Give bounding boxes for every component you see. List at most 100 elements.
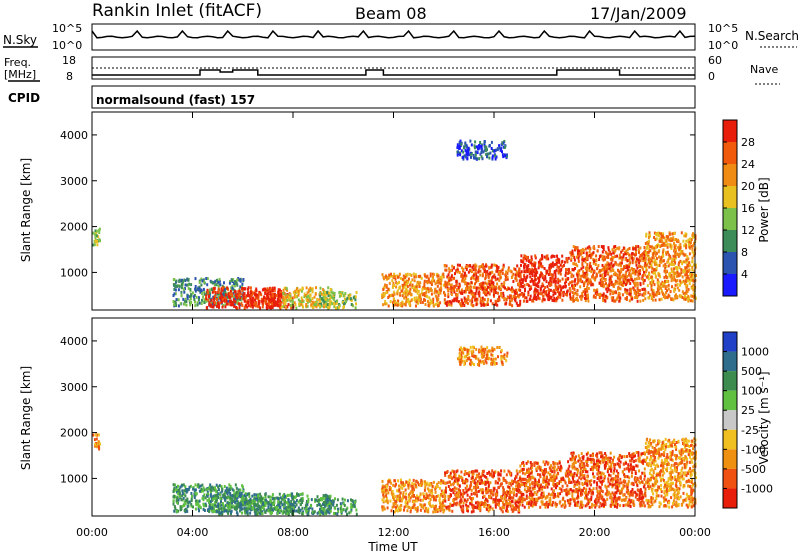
- power-cell: [172, 294, 175, 297]
- velocity-cell: [240, 493, 242, 497]
- power-cell: [571, 291, 574, 295]
- power-cell: [318, 304, 321, 308]
- power-cell: [511, 304, 514, 308]
- power-cell: [453, 290, 456, 294]
- power-cell: [619, 261, 622, 265]
- power-cell: [584, 290, 587, 294]
- power-cell: [255, 287, 258, 291]
- power-cell: [469, 287, 472, 290]
- power-cell: [235, 305, 237, 309]
- power-cell: [583, 271, 586, 275]
- velocity-cell: [327, 498, 330, 501]
- power-cell: [580, 274, 583, 278]
- velocity-cell: [227, 505, 230, 509]
- power-cell: [653, 262, 656, 266]
- power-cell: [428, 296, 431, 300]
- power-cell: [258, 301, 260, 305]
- power-cell: [457, 300, 460, 304]
- power-cell: [610, 283, 613, 287]
- power-cell: [533, 275, 536, 279]
- power-cell: [200, 283, 203, 287]
- velocity-cell: [220, 503, 223, 507]
- power-cell: [312, 302, 315, 306]
- power-cell: [654, 245, 657, 249]
- power-cell: [450, 278, 453, 282]
- velocity-cell: [318, 510, 321, 514]
- power-cell: [565, 280, 568, 284]
- velocity-cell: [244, 498, 247, 502]
- power-cell: [311, 300, 314, 304]
- power-cell: [500, 269, 503, 273]
- power-cell: [588, 246, 591, 250]
- velocity-cell: [229, 492, 232, 495]
- power-cell: [202, 295, 205, 299]
- velocity-cell: [245, 497, 248, 501]
- cpid-mode-text: normalsound (fast) 157: [96, 93, 255, 107]
- power-cell: [535, 270, 538, 274]
- velocity-cell: [98, 444, 100, 448]
- velocity-cell: [402, 493, 405, 497]
- power-cell: [203, 280, 206, 284]
- power-cell: [384, 302, 387, 306]
- power-cell: [577, 272, 580, 276]
- power-cell: [655, 257, 658, 261]
- velocity-cell: [253, 502, 256, 506]
- power-cell: [326, 291, 329, 294]
- power-cell: [544, 277, 547, 281]
- power-cell: [233, 280, 236, 284]
- velocity-cell: [289, 493, 292, 497]
- power-cell: [682, 252, 685, 256]
- power-cell: [518, 279, 521, 283]
- power-cell: [684, 260, 687, 264]
- power-cell: [333, 292, 336, 295]
- power-cell: [401, 304, 404, 308]
- power-cell: [653, 246, 656, 250]
- power-cell: [522, 260, 525, 264]
- velocity-cell: [419, 492, 422, 496]
- power-cell: [671, 258, 674, 261]
- power-cell: [284, 302, 287, 306]
- velocity-cell: [199, 484, 202, 488]
- power-cell: [437, 278, 440, 281]
- velocity-cell: [306, 494, 309, 498]
- power-cell: [245, 304, 248, 308]
- power-cell: [307, 298, 310, 302]
- power-cell: [529, 269, 532, 273]
- velocity-cell: [286, 511, 289, 515]
- power-cell: [269, 305, 272, 309]
- power-cell: [570, 257, 573, 261]
- power-cell: [474, 265, 477, 269]
- power-cell: [624, 283, 627, 287]
- velocity-cell: [231, 494, 234, 498]
- power-cell: [452, 287, 455, 291]
- power-cell: [464, 271, 466, 275]
- power-cell: [484, 145, 487, 148]
- power-cell: [570, 251, 573, 255]
- power-cell: [602, 258, 605, 262]
- power-cell: [205, 294, 208, 298]
- power-cell: [580, 251, 583, 255]
- power-cell: [632, 247, 635, 251]
- power-cell: [220, 288, 223, 292]
- power-cell: [313, 295, 316, 299]
- power-cell: [458, 141, 461, 145]
- velocity-cell: [172, 502, 175, 506]
- velocity-cell: [295, 509, 298, 513]
- power-cell: [493, 285, 496, 289]
- power-cell: [275, 294, 278, 298]
- velocity-cell: [403, 484, 405, 488]
- power-cell: [613, 272, 616, 276]
- power-cell: [578, 249, 581, 253]
- power-cell: [198, 296, 200, 300]
- power-cell: [478, 144, 481, 147]
- power-cell: [556, 297, 559, 301]
- power-cell: [277, 288, 280, 292]
- power-cell: [296, 290, 298, 294]
- power-cell: [305, 286, 308, 290]
- velocity-cell: [306, 512, 309, 516]
- velocity-cell: [259, 510, 262, 514]
- power-cell: [214, 292, 217, 296]
- power-cell: [531, 263, 534, 267]
- power-cell: [650, 270, 653, 274]
- power-cell: [547, 257, 550, 261]
